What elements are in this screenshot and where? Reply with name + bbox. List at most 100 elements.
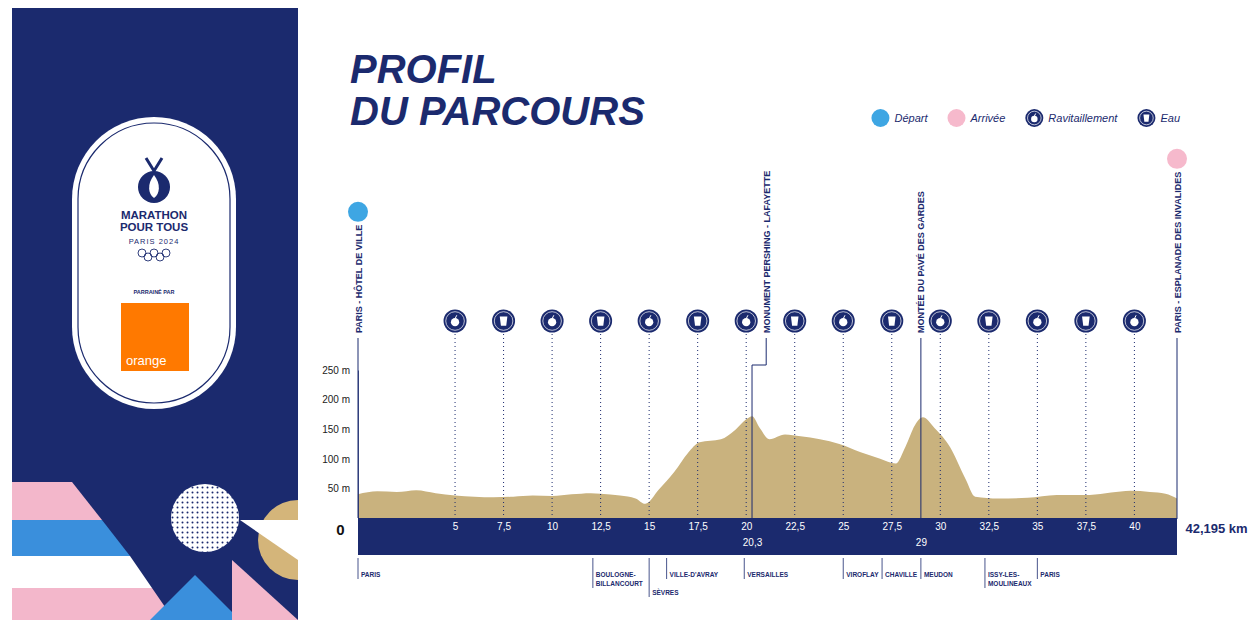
page: MARATHONPOUR TOUSPARIS 2024PARRAINÉ PARo… — [0, 0, 1260, 626]
town-label: VIROFLAY — [846, 571, 879, 578]
station-line — [503, 334, 504, 518]
x-tick-label: 20 — [741, 521, 753, 532]
icon-apple — [1033, 318, 1041, 326]
town-label: BOULOGNE- — [596, 571, 636, 578]
icon-cup — [888, 316, 896, 325]
x-tick: 20,3 — [743, 518, 763, 548]
x-tick-label: 30 — [935, 521, 947, 532]
station-line — [746, 334, 747, 518]
x-tick: 12,5 — [591, 518, 611, 532]
landmark-label: PARIS - HÔTEL DE VILLE — [353, 225, 364, 333]
x-tick: 30 — [935, 518, 947, 532]
decor-shape — [12, 556, 152, 588]
icon-stem — [1034, 114, 1035, 117]
station-icon — [492, 310, 515, 333]
icon-dot — [1167, 149, 1187, 169]
x-tick: 15 — [644, 518, 656, 532]
x-tick-label: 42,195 km — [1186, 521, 1248, 536]
legend-label: Eau — [1160, 112, 1180, 124]
sponsor-name: orange — [126, 353, 166, 368]
x-tick-label: 17,5 — [688, 521, 708, 532]
logo-flame — [149, 175, 159, 198]
y-tick-label: 50 m — [328, 483, 350, 494]
icon-stem — [649, 315, 651, 318]
icon-disc — [783, 310, 806, 333]
town-label: MEUDON — [924, 571, 953, 578]
town-tick — [882, 558, 883, 579]
legend-item: Départ — [871, 109, 928, 127]
landmark-line — [1177, 338, 1178, 518]
town-label: VILLE-D'AVRAY — [670, 571, 719, 578]
icon-ring — [737, 312, 756, 331]
icon-dot — [348, 202, 368, 222]
legend-item: Arrivée — [947, 109, 1005, 127]
town-tick — [984, 558, 985, 588]
station-line — [891, 334, 892, 518]
town-label: PARIS — [361, 571, 381, 578]
logo-emblem — [138, 171, 170, 203]
station-icon — [977, 310, 1000, 333]
station-line — [843, 334, 844, 518]
x-tick-label: 25 — [838, 521, 850, 532]
logo-frame-inner — [78, 123, 230, 403]
station-icon — [832, 310, 855, 333]
icon-stem — [455, 315, 457, 318]
icon-disc — [686, 310, 709, 333]
icon-disc — [1026, 310, 1049, 333]
station-line — [794, 334, 795, 518]
logo-frame — [72, 117, 236, 409]
station-icon — [735, 310, 758, 333]
landmark-dot — [348, 202, 368, 222]
legend: Départ Arrivée Ravitaillement Eau — [871, 109, 1180, 127]
town-tick — [920, 558, 921, 579]
icon-disc — [832, 310, 855, 333]
x-tick-label: 27,5 — [883, 521, 903, 532]
icon-cup — [597, 316, 605, 325]
x-tick: 29 — [916, 518, 928, 548]
icon-ring — [1028, 312, 1047, 331]
decor-shape — [12, 520, 130, 556]
station-line — [649, 334, 650, 518]
station-icon — [686, 310, 709, 333]
icon-ring — [494, 312, 513, 331]
y-tick-label: 150 m — [322, 424, 350, 435]
y-tick: 200 m — [322, 394, 358, 405]
event-name: MARATHON — [121, 209, 187, 221]
town-tick — [666, 558, 667, 579]
icon-apple — [839, 318, 847, 326]
icon-ring — [785, 312, 804, 331]
y-tick: 50 m — [328, 483, 358, 494]
y-tick: 150 m — [322, 424, 358, 435]
y-tick: 250 m — [322, 365, 358, 376]
station-line — [988, 334, 989, 518]
x-tick-label: 37,5 — [1077, 521, 1097, 532]
icon-apple — [548, 318, 556, 326]
decor-shape — [12, 588, 174, 620]
icon-disc — [444, 310, 467, 333]
x-tick: 37,5 — [1077, 518, 1097, 532]
station-line — [1134, 334, 1135, 518]
x-tick-label: 0 — [336, 521, 344, 538]
landmark-label: MONUMENT PERSHING - LAFAYETTE — [762, 171, 772, 333]
olympic-ring — [144, 253, 152, 261]
icon-ring — [1125, 312, 1144, 331]
x-tick: 27,5 — [883, 518, 903, 532]
icon-apple — [645, 318, 653, 326]
x-tick-label: 10 — [547, 521, 559, 532]
icon-disc — [589, 310, 612, 333]
town-label: BILLANCOURT — [596, 580, 643, 587]
icon-disc — [492, 310, 515, 333]
legend-item: Ravitaillement — [1025, 109, 1118, 127]
icon-apple — [1130, 318, 1138, 326]
station-icon — [1026, 310, 1049, 333]
town-tick — [843, 558, 844, 579]
x-tick-label: 15 — [644, 521, 656, 532]
x-tick: 7,5 — [497, 518, 511, 532]
sponsor-logo — [121, 303, 189, 371]
icon-ring — [543, 312, 562, 331]
station-icon — [444, 310, 467, 333]
distance-band — [358, 518, 1177, 555]
x-tick: 0 — [336, 518, 358, 538]
y-axis: 50 m100 m150 m200 m250 m — [322, 365, 358, 519]
x-tick-label: 32,5 — [980, 521, 1000, 532]
